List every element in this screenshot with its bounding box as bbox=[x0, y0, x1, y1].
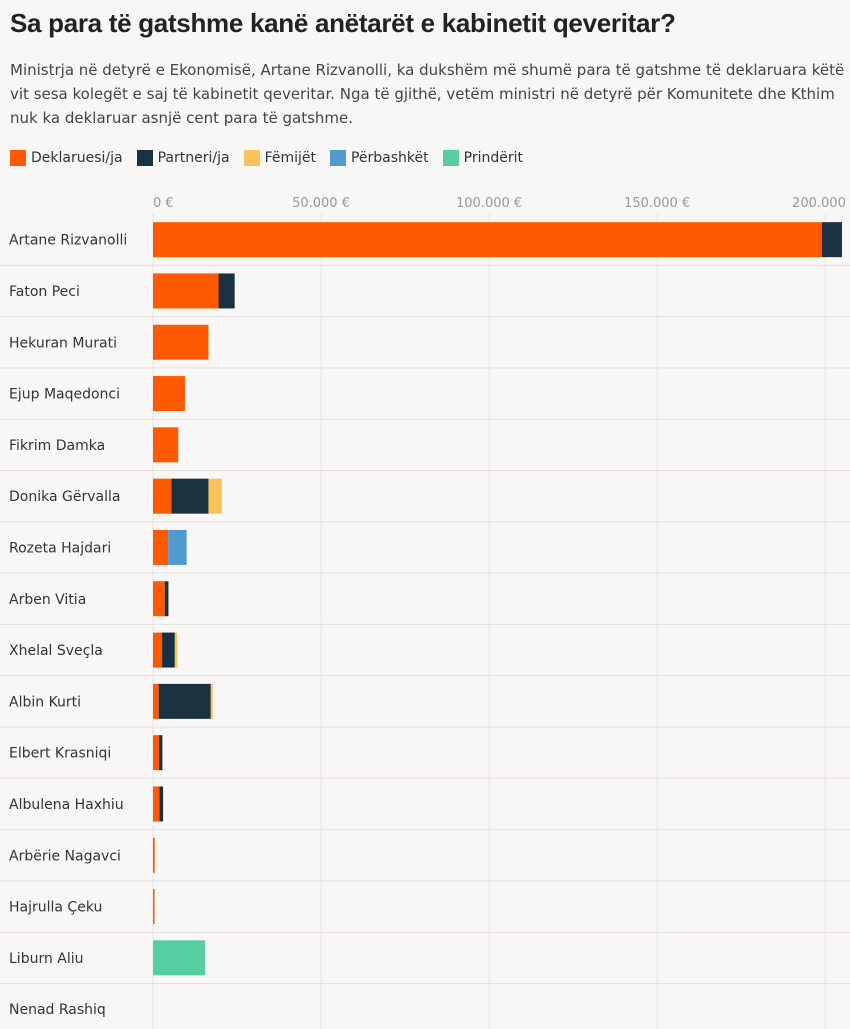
category-label: Faton Peci bbox=[9, 284, 80, 300]
bar-chart: 0 € 50.000 € 100.000 € 150.000 € 200.000 € Ar… bbox=[0, 196, 850, 1029]
category-label: Ejup Maqedonci bbox=[9, 387, 120, 403]
chart-title: Sa para të gatshme kanë anëtarët e kabin… bbox=[10, 8, 676, 38]
category-label: Albin Kurti bbox=[9, 694, 81, 710]
category-label: Hajrulla Çeku bbox=[9, 900, 102, 916]
bar-segment[interactable] bbox=[153, 581, 165, 617]
legend-label: Përbashkët bbox=[350, 150, 429, 166]
bar-segment[interactable] bbox=[159, 735, 163, 771]
bar-segment[interactable] bbox=[158, 683, 211, 719]
legend-swatch-femijet bbox=[243, 150, 260, 166]
bar-segment[interactable] bbox=[153, 837, 155, 873]
bar-segment[interactable] bbox=[153, 222, 822, 258]
bar-segment[interactable] bbox=[153, 683, 159, 719]
legend-item-partneri[interactable]: Partneri/ja bbox=[136, 150, 230, 166]
legend-label: Fëmijët bbox=[264, 150, 316, 166]
chart-subtitle: Ministrja në detyrë e Ekonomisë, Artane … bbox=[10, 61, 845, 127]
legend-swatch-deklaruesi bbox=[10, 150, 26, 166]
bar-segment[interactable] bbox=[153, 940, 206, 976]
bar-segment[interactable] bbox=[153, 632, 163, 668]
legend-swatch-perbashket bbox=[329, 150, 346, 166]
category-label: Arbërie Nagavci bbox=[9, 848, 121, 864]
bar-segment[interactable] bbox=[208, 478, 222, 514]
legend-item-prinderit[interactable]: Prindërit bbox=[442, 150, 523, 166]
category-label: Arben Vitia bbox=[9, 592, 86, 608]
legend-item-perbashket[interactable]: Përbashkët bbox=[329, 150, 429, 166]
legend-swatch-partneri bbox=[136, 150, 153, 166]
category-label: Elbert Krasniqi bbox=[9, 746, 111, 762]
legend-label: Deklaruesi/ja bbox=[31, 150, 123, 166]
bar-segment[interactable] bbox=[162, 632, 175, 668]
category-label: Liburn Aliu bbox=[9, 951, 84, 967]
x-tick-label: 100.000 € bbox=[456, 196, 522, 211]
bar-segment[interactable] bbox=[153, 529, 169, 565]
x-tick-label: 200.000 € bbox=[792, 196, 850, 211]
bar-segment[interactable] bbox=[210, 683, 213, 719]
bar-segment[interactable] bbox=[153, 324, 209, 360]
category-label: Rozeta Hajdari bbox=[9, 540, 111, 556]
bar-segment[interactable] bbox=[159, 786, 164, 822]
x-tick-label: 50.000 € bbox=[292, 196, 350, 211]
bar-segment[interactable] bbox=[821, 222, 842, 258]
bar-segment[interactable] bbox=[218, 273, 235, 309]
category-label: Albulena Haxhiu bbox=[9, 797, 124, 813]
bar-segment[interactable] bbox=[153, 735, 160, 771]
bar-segment[interactable] bbox=[164, 581, 169, 617]
legend-item-deklaruesi[interactable]: Deklaruesi/ja bbox=[10, 150, 123, 166]
category-label: Xhelal Sveçla bbox=[9, 643, 103, 659]
bar-segment[interactable] bbox=[153, 786, 160, 822]
bar-segment[interactable] bbox=[153, 427, 179, 463]
x-tick-label: 150.000 € bbox=[624, 196, 690, 211]
category-label: Nenad Rashiq bbox=[9, 1002, 106, 1018]
bar-segment[interactable] bbox=[168, 529, 187, 565]
bar-segment[interactable] bbox=[171, 478, 209, 514]
category-label: Donika Gërvalla bbox=[9, 489, 120, 505]
bar-segment[interactable] bbox=[153, 376, 185, 412]
legend-swatch-prinderit bbox=[442, 150, 459, 166]
legend-item-femijet[interactable]: Fëmijët bbox=[243, 150, 316, 166]
legend: Deklaruesi/ja Partneri/ja Fëmijët Përbas… bbox=[10, 150, 537, 166]
bar-segment[interactable] bbox=[153, 889, 155, 925]
bar-segment[interactable] bbox=[174, 632, 178, 668]
category-label: Artane Rizvanolli bbox=[9, 233, 127, 249]
legend-label: Prindërit bbox=[463, 150, 523, 166]
category-label: Hekuran Murati bbox=[9, 335, 117, 351]
bar-segment[interactable] bbox=[153, 273, 219, 309]
x-tick-label: 0 € bbox=[153, 196, 174, 211]
category-label: Fikrim Damka bbox=[9, 438, 105, 454]
legend-label: Partneri/ja bbox=[157, 150, 230, 166]
bar-segment[interactable] bbox=[153, 478, 172, 514]
